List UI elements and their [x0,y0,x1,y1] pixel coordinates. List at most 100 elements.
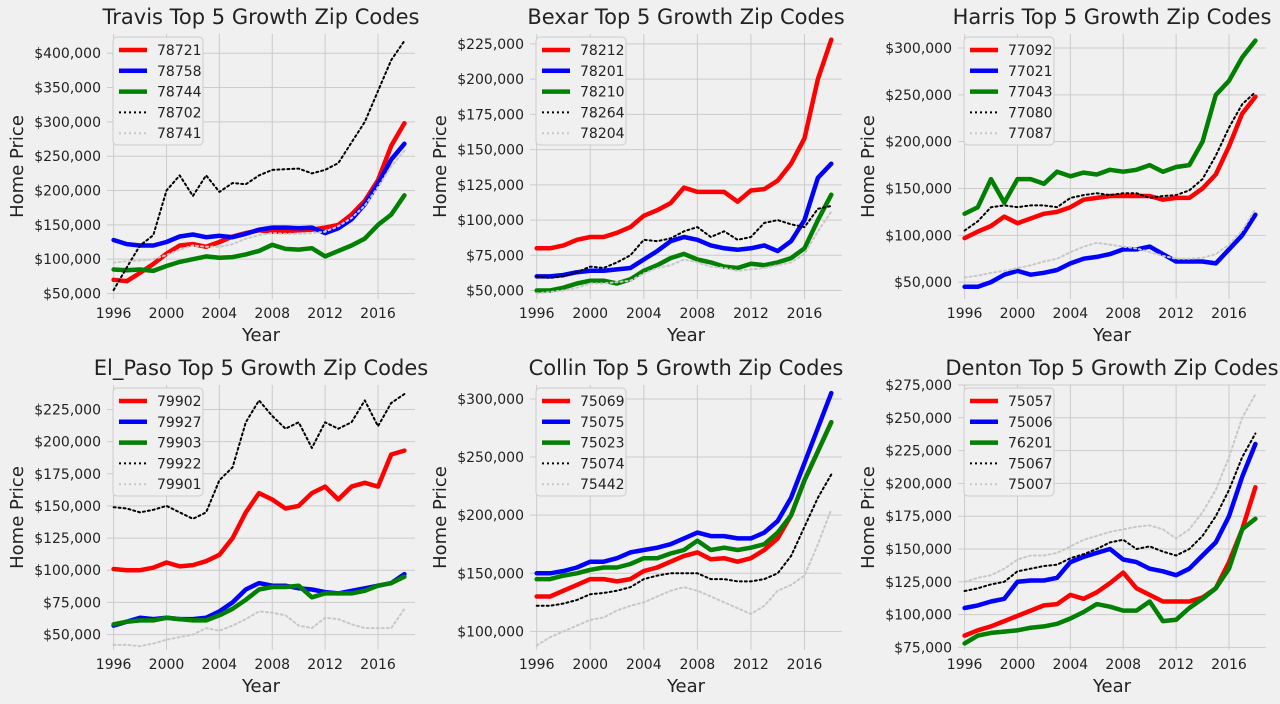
x-tick-label: 2004 [1053,306,1089,322]
x-tick-label: 2008 [680,657,716,673]
x-tick-label: 2016 [360,657,396,673]
chart-title: Denton Top 5 Growth Zip Codes [945,356,1278,380]
legend-label: 78741 [157,126,202,142]
legend-label: 78210 [580,85,625,101]
series-line-77021 [962,212,1258,290]
series-line-79902 [111,448,407,573]
y-tick-label: $150,000 [885,542,952,558]
y-tick-label: $225,000 [885,444,952,460]
series-line-78210 [534,192,834,293]
y-tick-label: $100,000 [457,624,524,640]
subplot-5: 1996 2000 2004 2008 2012 2016 $100,000 $150,000… [430,356,843,697]
y-tick-label: $300,000 [457,392,524,408]
legend-label: 78758 [157,64,202,80]
y-tick-label: $100,000 [885,228,952,244]
chart-title: Travis Top 5 Growth Zip Codes [102,5,420,29]
legend-label: 79922 [157,456,202,472]
y-tick-label: $225,000 [34,402,101,418]
legend-label: 75442 [580,477,625,493]
x-tick-label: 2004 [626,306,662,322]
legend-box [112,36,204,146]
x-tick-label: 1996 [947,657,983,673]
x-tick-label: 2016 [787,657,823,673]
legend-label: 79901 [157,477,202,493]
y-tick-label: $200,000 [885,135,952,151]
legend-label: 75075 [580,415,625,431]
legend-label: 75007 [1008,477,1053,493]
subplot-2: 1996 2000 2004 2008 2012 2016 $50,000 $75,000 $1… [430,5,845,346]
legend-label: 76201 [1008,436,1053,452]
series-line-75007 [963,393,1257,583]
y-axis-label: Home Price [858,115,879,218]
y-tick-label: $175,000 [34,467,101,483]
series-line-79903 [111,574,407,627]
series-line-78744 [111,193,407,274]
x-tick-label: 2008 [254,657,290,673]
series-line-79901 [112,607,406,648]
series-line-77092 [962,94,1258,241]
x-axis-label: Year [1092,676,1132,697]
y-tick-label: $175,000 [885,509,952,525]
subplot-6: 1996 2000 2004 2008 2012 2016 $75,000 $100,000 $… [858,356,1279,697]
chart-title: Harris Top 5 Growth Zip Codes [953,5,1272,29]
series-line-78264 [535,205,833,279]
y-tick-label: $200,000 [34,435,101,451]
y-tick-label: $150,000 [34,218,101,234]
y-tick-label: $125,000 [885,575,952,591]
x-tick-label: 2000 [149,657,185,673]
y-tick-label: $400,000 [34,46,101,62]
x-tick-label: 1996 [947,306,983,322]
series-line-76201 [962,516,1258,646]
y-tick-label: $75,000 [466,248,524,264]
y-tick-label: $350,000 [34,81,101,97]
x-tick-label: 1996 [96,306,132,322]
y-tick-label: $150,000 [457,566,524,582]
x-tick-label: 2008 [1105,657,1141,673]
legend-label: 77092 [1008,43,1053,59]
y-tick-label: $50,000 [43,287,101,303]
series-line-78201 [534,161,834,279]
series-line-75069 [534,419,834,599]
x-tick-label: 2016 [1211,657,1247,673]
legend-label: 77043 [1008,85,1053,101]
series-line-75006 [962,441,1258,611]
y-tick-label: $50,000 [43,628,101,644]
legend-label: 78201 [580,64,625,80]
legend: 78721 78758 78744 78702 78741 [112,36,204,146]
y-tick-label: $150,000 [34,499,101,515]
y-axis-label: Home Price [430,466,451,569]
x-tick-label: 2016 [360,306,396,322]
x-tick-label: 2012 [307,657,343,673]
x-tick-label: 2004 [202,657,238,673]
series-line-75067 [963,432,1257,592]
series-line-78702 [112,39,406,292]
series-line-78212 [534,37,834,251]
y-tick-label: $100,000 [885,608,952,624]
y-tick-label: $200,000 [457,72,524,88]
legend: 75057 75006 76201 75067 75007 [963,387,1055,497]
legend-label: 78212 [580,43,625,59]
legend-label: 75023 [580,436,625,452]
x-tick-label: 2000 [572,657,608,673]
y-tick-label: $100,000 [34,563,101,579]
x-tick-label: 2016 [1211,306,1247,322]
legend-label: 79927 [157,415,202,431]
legend-box [112,387,204,497]
y-tick-label: $75,000 [43,595,101,611]
x-tick-label: 1996 [96,657,132,673]
legend-box [963,387,1055,497]
y-tick-label: $150,000 [457,143,524,159]
chart-title: Bexar Top 5 Growth Zip Codes [527,5,844,29]
y-tick-label: $250,000 [34,149,101,165]
y-axis-label: Home Price [7,466,28,569]
legend-label: 75067 [1008,456,1053,472]
legend-box [535,387,627,497]
y-tick-label: $225,000 [457,37,524,53]
series-line-77080 [963,91,1257,232]
x-axis-label: Year [666,325,706,346]
legend-box [535,36,627,146]
x-tick-label: 2008 [254,306,290,322]
x-tick-label: 2004 [1053,657,1089,673]
x-tick-label: 2012 [307,306,343,322]
legend: 78212 78201 78210 78264 78204 [535,36,627,146]
